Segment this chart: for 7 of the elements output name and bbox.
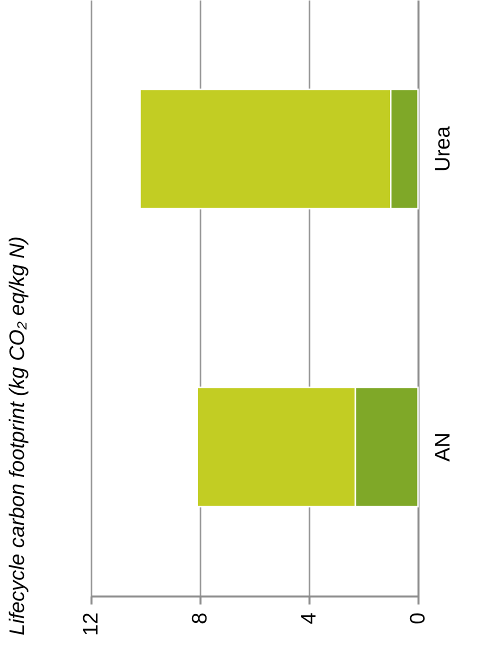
- y-tick-label: AN: [432, 432, 454, 462]
- y-tick-label: Urea: [432, 126, 454, 172]
- x-tick-label: 12: [80, 612, 102, 636]
- x-tick-label: 4: [298, 612, 320, 624]
- x-tick-label: 8: [188, 612, 212, 624]
- x-tick-label: 0: [406, 612, 430, 624]
- text: Lifecycle carbon footprint (kg CO₂ eq/kg N): [6, 236, 29, 636]
